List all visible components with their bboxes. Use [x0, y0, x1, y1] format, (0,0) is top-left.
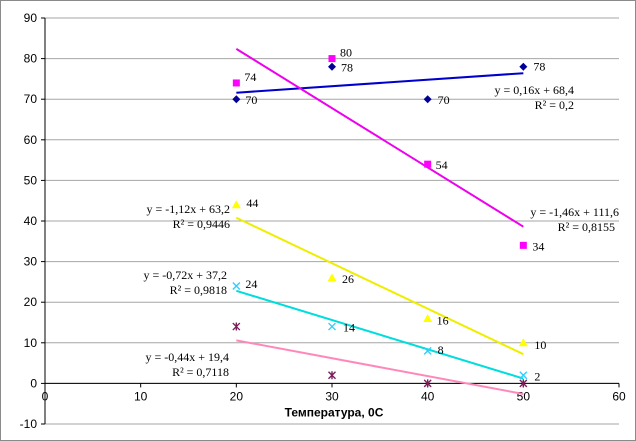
- data-label: 34: [532, 239, 544, 253]
- data-label: 2: [534, 369, 540, 383]
- marker-star: [423, 379, 432, 388]
- marker-star: [328, 371, 336, 380]
- grid-lines: [45, 17, 619, 425]
- y-tick-label: -10: [20, 417, 38, 431]
- x-tick-label: 50: [517, 389, 531, 403]
- marker-triangle: [231, 200, 241, 209]
- trendline-yellow: [235, 216, 524, 356]
- y-tick-label: 40: [24, 214, 38, 228]
- y-tick-label: 20: [24, 295, 38, 309]
- y-tick-label: 70: [24, 92, 38, 106]
- data-label: 74: [244, 70, 256, 84]
- marker-square: [519, 241, 527, 249]
- data-label: 8: [438, 343, 444, 357]
- data-labels: 70 78 70 78 74 80 54 34 44 26 16 10 24 14 8 2: [244, 46, 546, 384]
- data-label: 26: [342, 272, 354, 286]
- x-tick-label: 20: [230, 389, 244, 403]
- x-tick-label: 30: [325, 389, 339, 403]
- marker-triangle: [423, 313, 433, 322]
- data-label: 70: [438, 93, 450, 107]
- trendline-equation: y = -0,72x + 37,2: [143, 268, 227, 282]
- y-tick-label: 80: [24, 52, 38, 66]
- data-markers: [231, 55, 528, 388]
- marker-triangle: [518, 338, 528, 347]
- trendline-r2: R² = 0,8155: [558, 220, 615, 234]
- marker-square: [232, 79, 240, 87]
- data-label: 10: [534, 338, 546, 352]
- marker-x: [328, 322, 336, 331]
- trendline-equation: y = -0,44x + 19,4: [145, 350, 229, 364]
- marker-diamond: [423, 95, 432, 104]
- data-label: 24: [245, 277, 257, 291]
- marker-diamond: [519, 62, 528, 71]
- marker-x: [519, 371, 528, 380]
- data-label: 14: [343, 321, 355, 335]
- trendline-r2: R² = 0,7118: [172, 365, 229, 379]
- marker-triangle: [327, 273, 337, 282]
- trendline-blue: [236, 72, 524, 94]
- marker-square: [328, 55, 336, 63]
- y-tick-label: 30: [24, 255, 38, 269]
- x-axis-title: Температура, 0С: [285, 405, 384, 419]
- trendline-equation: y = 0,16x + 68,4: [494, 83, 574, 97]
- marker-star: [519, 379, 528, 388]
- data-label: 54: [436, 158, 448, 172]
- marker-star: [232, 322, 241, 331]
- data-label: 78: [533, 60, 545, 74]
- marker-x: [423, 346, 432, 355]
- marker-diamond: [232, 95, 241, 104]
- x-tick-label: 40: [421, 389, 435, 403]
- trendline-pink: [236, 339, 524, 395]
- marker-x: [232, 281, 241, 290]
- data-label: 44: [246, 196, 258, 210]
- y-tick-label: 50: [24, 173, 38, 187]
- data-label: 16: [437, 313, 449, 327]
- trendline-cyan: [236, 289, 524, 380]
- trendline-r2: R² = 0,9818: [170, 283, 227, 297]
- trendline-equation: y = -1,12x + 63,2: [146, 202, 230, 216]
- x-tick-label: 0: [42, 389, 49, 403]
- trendline-r2: R² = 0,9446: [173, 217, 230, 231]
- marker-square: [424, 160, 432, 168]
- trendline-equations: y = 0,16x + 68,4R² = 0,2 y = -1,46x + 111…: [143, 83, 619, 379]
- y-tick-label: 10: [24, 336, 38, 350]
- data-label: 78: [341, 61, 353, 75]
- x-tick-label: 60: [612, 389, 626, 403]
- trendlines: [235, 48, 524, 395]
- trendline-r2: R² = 0,2: [535, 98, 574, 112]
- trendline-magenta: [235, 48, 524, 228]
- y-tick-label: 90: [24, 11, 38, 25]
- trendline-equation: y = -1,46x + 111,6: [530, 205, 619, 219]
- data-label: 80: [340, 46, 352, 60]
- y-tick-label: 60: [24, 133, 38, 147]
- y-tick-label: 0: [30, 376, 37, 390]
- x-tick-label: 10: [134, 389, 148, 403]
- data-label: 70: [245, 93, 257, 107]
- marker-diamond: [328, 62, 336, 71]
